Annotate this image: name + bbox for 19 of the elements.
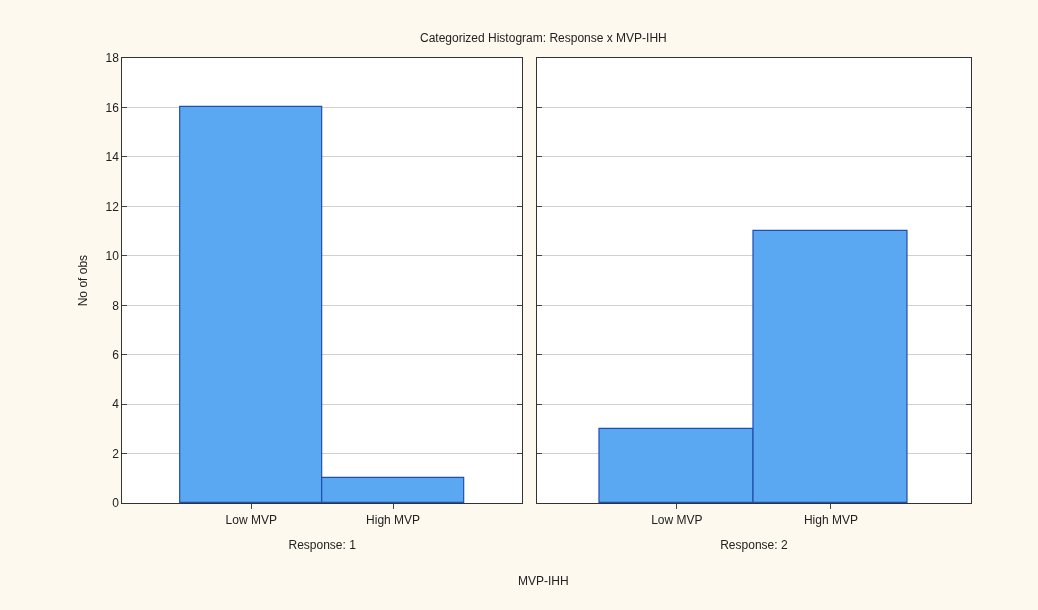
y-tick-label: 18: [105, 51, 120, 66]
x-tick-label: High MVP: [366, 512, 421, 527]
y-tick-label: 4: [112, 397, 120, 412]
chart-title: Categorized Histogram: Response x MVP-IHH: [420, 31, 667, 45]
x-tick-label: Low MVP: [225, 512, 277, 527]
x-tick-label: High MVP: [803, 512, 858, 527]
y-tick-label: 10: [105, 249, 120, 264]
x-axis-title: Response: 1: [288, 538, 357, 553]
y-tick-label: 12: [105, 199, 120, 214]
y-axis-title: No of obs: [75, 254, 90, 307]
x-axis-title: Response: 2: [720, 538, 788, 553]
y-tick-label: 6: [112, 348, 120, 362]
text: MVP-IHH: [518, 574, 569, 588]
y-tick-label: 0: [112, 496, 120, 511]
y-tick-label: 8: [112, 298, 120, 313]
y-tick-label: 2: [112, 446, 120, 461]
x-tick-label: Low MVP: [651, 512, 703, 527]
y-tick-label: 16: [105, 100, 120, 115]
y-tick-label: 14: [105, 150, 120, 165]
